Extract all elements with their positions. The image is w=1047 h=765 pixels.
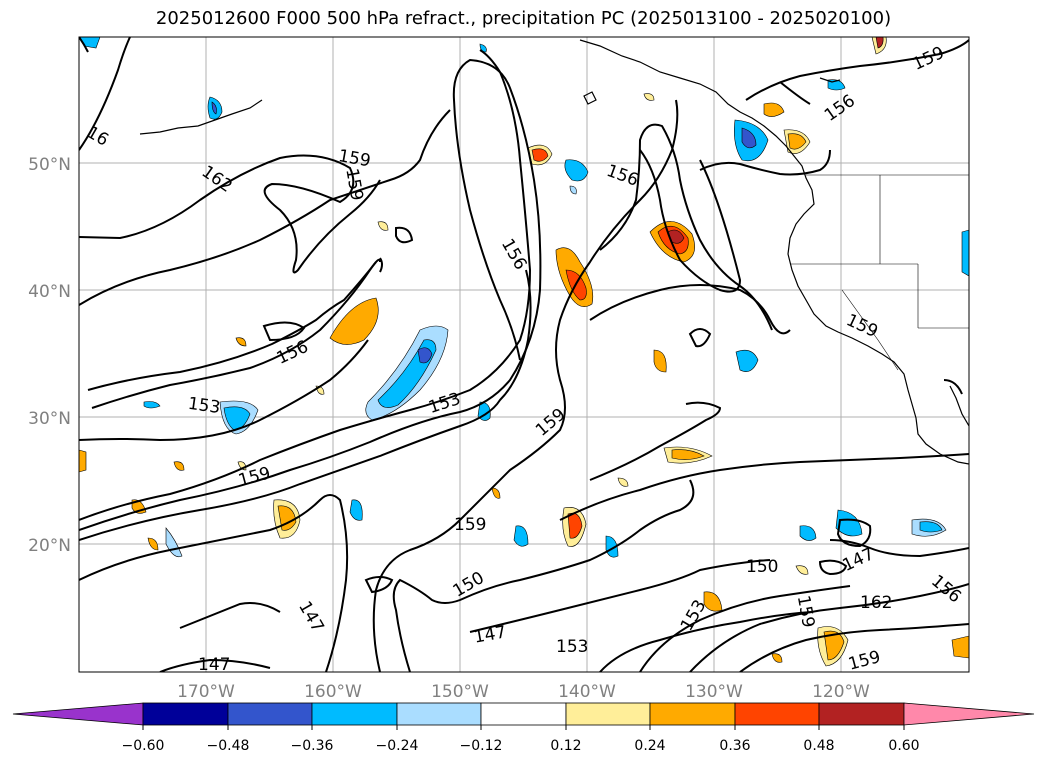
lon-tick-label: 130°W [685, 682, 743, 702]
lat-tick-label: 20°N [28, 536, 71, 556]
colorbar-tick-label: −0.48 [207, 738, 250, 754]
contour-label: 159 [454, 515, 486, 535]
lat-tick-label: 40°N [28, 282, 71, 302]
refractivity-contours [79, 37, 969, 672]
contour-label: 162 [860, 593, 892, 613]
colorbar-swatch [396, 702, 482, 726]
colorbar [12, 702, 1035, 726]
lon-tick-label: 150°W [431, 682, 489, 702]
lon-tick-label: 140°W [558, 682, 616, 702]
colorbar-tick-label: 0.24 [634, 738, 665, 754]
contour-label: 153 [556, 637, 588, 657]
colorbar-ticks [142, 725, 905, 730]
colorbar-swatch [734, 702, 820, 726]
colorbar-tick-labels: −0.60 −0.48 −0.36 −0.24 −0.12 0.12 0.24 … [122, 738, 920, 754]
colorbar-tick-label: 0.60 [888, 738, 919, 754]
state-borders [790, 174, 969, 371]
contour-label: 150 [746, 557, 778, 577]
lat-tick-label: 30°N [28, 409, 71, 429]
colorbar-swatch [649, 702, 736, 726]
lat-tick-label: 50°N [28, 155, 71, 175]
latitude-labels: 50°N 40°N 30°N 20°N [28, 155, 71, 556]
colorbar-tick-label: −0.60 [122, 738, 165, 754]
map-frame [78, 36, 970, 673]
colorbar-swatch [142, 702, 229, 726]
lon-tick-label: 160°W [304, 682, 362, 702]
lon-tick-label: 170°W [177, 682, 235, 702]
colorbar-swatch [311, 702, 398, 726]
colorbar-tick-label: 0.36 [719, 738, 750, 754]
colorbar-tick-label: −0.36 [291, 738, 334, 754]
longitude-labels: 170°W 160°W 150°W 140°W 130°W 120°W [177, 682, 870, 702]
colorbar-swatch [818, 702, 905, 726]
colorbar-tick-label: −0.12 [460, 738, 503, 754]
colorbar-tick-label: −0.24 [376, 738, 419, 754]
colorbar-swatch [227, 702, 313, 726]
contour-label: 153 [187, 394, 222, 418]
colorbar-extend-high [903, 702, 1035, 726]
colorbar-tick-label: 0.48 [803, 738, 834, 754]
contour-label: 147 [198, 655, 230, 675]
colorbar-swatch [480, 702, 567, 726]
map-title: 2025012600 F000 500 hPa refract., precip… [155, 8, 892, 29]
lon-tick-label: 120°W [812, 682, 870, 702]
coastlines [139, 39, 969, 465]
colorbar-tick-label: 0.12 [550, 738, 581, 754]
colorbar-swatch [565, 702, 651, 726]
colorbar-extend-low [12, 702, 144, 726]
